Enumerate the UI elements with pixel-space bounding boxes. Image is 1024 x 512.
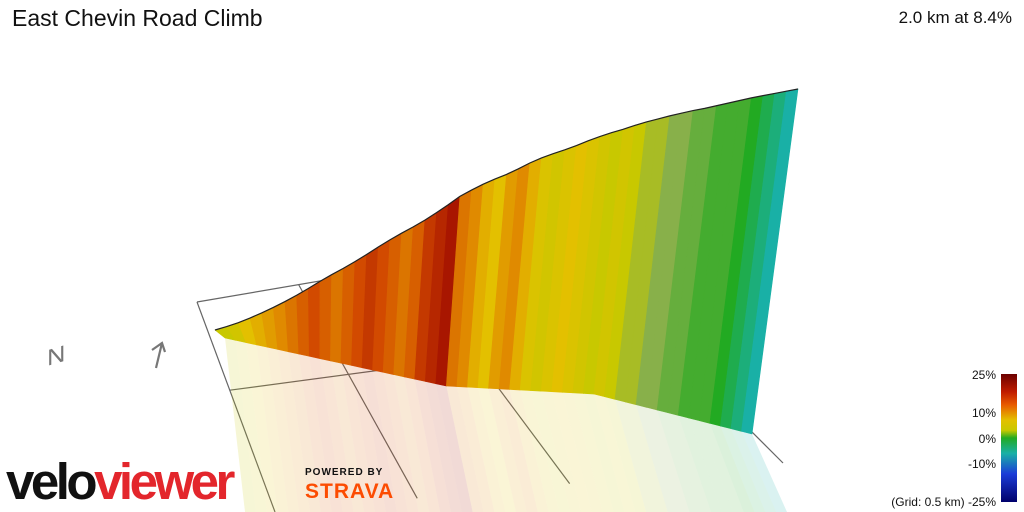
shadow-segment	[741, 431, 787, 512]
legend-label-0: 0%	[978, 432, 996, 446]
shadow-segment	[404, 376, 441, 512]
shadow-segment	[456, 386, 495, 512]
shadow-segment	[267, 347, 300, 512]
shadow-segment	[646, 407, 690, 512]
shadow-segment	[340, 363, 376, 512]
gradient-color-scale	[1001, 374, 1017, 502]
shadow-segment	[246, 342, 278, 512]
profile-segment	[296, 288, 310, 357]
shadow-segment	[235, 340, 267, 512]
elevation-wall	[214, 88, 799, 435]
shadow-segment	[488, 388, 527, 512]
shadow-segment	[330, 360, 365, 512]
shadow-segment	[383, 372, 419, 512]
shadow-segment	[393, 374, 430, 512]
grid-line-2	[196, 301, 276, 512]
strava-logo[interactable]: STRAVA	[305, 480, 395, 503]
shadow-segment	[593, 394, 636, 512]
legend-label-10: 10%	[971, 406, 996, 420]
shadow-segment	[583, 393, 625, 512]
shadow-segment	[730, 428, 777, 512]
shadow-segment	[277, 349, 311, 512]
shadow-segment	[614, 399, 657, 512]
shadow-segment	[425, 381, 462, 512]
powered-by-label: POWERED BY	[305, 467, 384, 478]
shadow-segment	[572, 392, 614, 512]
chart-title: East Chevin Road Climb	[12, 5, 263, 31]
legend-label-max: 25%	[971, 368, 996, 382]
profile-segment	[319, 274, 332, 362]
shadow-segment	[414, 379, 451, 512]
shadow-segment	[319, 358, 354, 512]
shadow-segment	[625, 402, 668, 512]
shadow-segment	[699, 420, 744, 512]
shadow-segment	[530, 390, 571, 512]
shadow-segment	[636, 404, 679, 512]
legend-label-neg10: -10%	[967, 457, 996, 471]
profile-segment	[307, 280, 321, 359]
shadow-segment	[435, 383, 473, 512]
shadow-segment	[309, 356, 343, 512]
climb-summary: 2.0 km at 8.4%	[898, 8, 1012, 27]
shadow-segment	[709, 423, 755, 512]
logo-velo: velo	[6, 453, 98, 510]
shadow-segment	[688, 418, 733, 512]
north-arrow-shape	[151, 341, 167, 369]
shadow-segment	[720, 426, 766, 512]
shadow-segment	[446, 386, 484, 512]
shadow-segment	[604, 396, 647, 512]
shadow-segment	[225, 338, 256, 512]
shadow-segment	[362, 367, 397, 512]
shadow-segment	[520, 390, 560, 512]
grid-note: (Grid: 0.5 km)	[891, 495, 965, 509]
logo-viewer: viewer	[94, 453, 235, 510]
shadow-segment	[541, 391, 582, 512]
north-label: N	[47, 341, 65, 371]
shadow-segment	[667, 412, 712, 512]
shadow-segment	[298, 354, 332, 512]
north-arrow-icon: N	[47, 341, 167, 372]
shadow-segment	[351, 365, 386, 512]
ground-shadow	[225, 338, 787, 512]
profile-outline	[214, 88, 799, 331]
shadow-segment	[562, 392, 603, 512]
legend-label-min: (Grid: 0.5 km) -25%	[891, 495, 996, 509]
shadow-segment	[288, 351, 321, 512]
shadow-segment	[657, 410, 701, 512]
shadow-segment	[509, 389, 549, 512]
legend-label-min-value: -25%	[967, 495, 996, 509]
shadow-segment	[256, 344, 289, 512]
veloviewer-logo[interactable]: veloviewer	[6, 452, 235, 512]
shadow-segment	[372, 370, 408, 512]
shadow-segment	[467, 387, 506, 512]
shadow-segment	[678, 415, 722, 512]
shadow-segment	[477, 387, 516, 512]
shadow-segment	[499, 388, 538, 512]
shadow-segment	[551, 391, 592, 512]
